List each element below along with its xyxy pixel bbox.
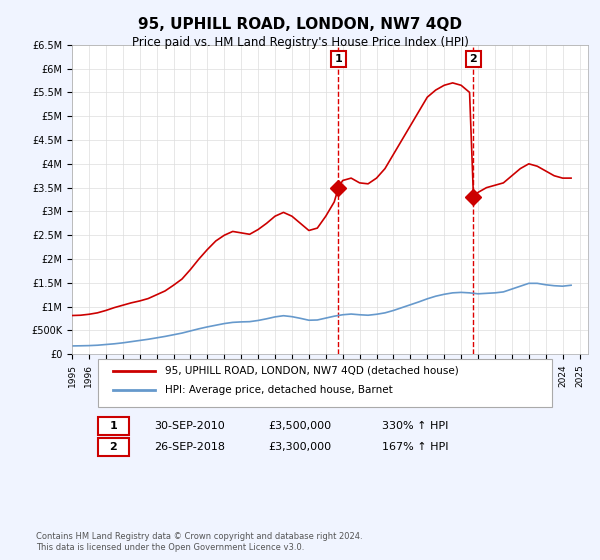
Text: £3,500,000: £3,500,000	[268, 421, 331, 431]
FancyBboxPatch shape	[98, 359, 552, 407]
FancyBboxPatch shape	[98, 438, 129, 456]
Text: 167% ↑ HPI: 167% ↑ HPI	[382, 442, 448, 452]
Text: £3,300,000: £3,300,000	[268, 442, 331, 452]
Text: 1: 1	[109, 421, 117, 431]
Text: 1: 1	[335, 54, 343, 64]
Text: 26-SEP-2018: 26-SEP-2018	[155, 442, 226, 452]
Text: Contains HM Land Registry data © Crown copyright and database right 2024.
This d: Contains HM Land Registry data © Crown c…	[36, 532, 362, 552]
Text: HPI: Average price, detached house, Barnet: HPI: Average price, detached house, Barn…	[165, 385, 392, 395]
Text: 95, UPHILL ROAD, LONDON, NW7 4QD: 95, UPHILL ROAD, LONDON, NW7 4QD	[138, 17, 462, 32]
Text: 30-SEP-2010: 30-SEP-2010	[155, 421, 226, 431]
Text: 330% ↑ HPI: 330% ↑ HPI	[382, 421, 448, 431]
Text: 2: 2	[470, 54, 478, 64]
FancyBboxPatch shape	[98, 417, 129, 435]
Text: 2: 2	[109, 442, 117, 452]
Text: 95, UPHILL ROAD, LONDON, NW7 4QD (detached house): 95, UPHILL ROAD, LONDON, NW7 4QD (detach…	[165, 366, 458, 376]
Text: Price paid vs. HM Land Registry's House Price Index (HPI): Price paid vs. HM Land Registry's House …	[131, 36, 469, 49]
